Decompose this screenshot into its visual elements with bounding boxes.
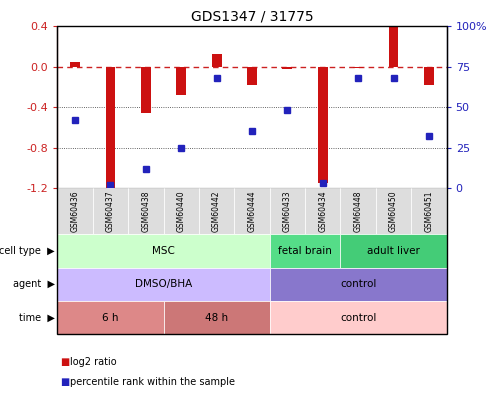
Text: GSM60438: GSM60438 <box>141 190 150 232</box>
Text: GSM60451: GSM60451 <box>425 190 434 232</box>
Text: log2 ratio: log2 ratio <box>70 358 116 367</box>
Text: GSM60450: GSM60450 <box>389 190 398 232</box>
Text: GSM60442: GSM60442 <box>212 190 221 232</box>
Bar <box>105 67 115 190</box>
Title: GDS1347 / 31775: GDS1347 / 31775 <box>191 10 313 24</box>
Text: 6 h: 6 h <box>102 313 119 322</box>
Text: GSM60444: GSM60444 <box>248 190 256 232</box>
Bar <box>212 53 222 67</box>
Text: GSM60434: GSM60434 <box>318 190 327 232</box>
Text: adult liver: adult liver <box>367 246 420 256</box>
Text: DMSO/BHA: DMSO/BHA <box>135 279 192 289</box>
Bar <box>141 67 151 113</box>
Text: GSM60448: GSM60448 <box>354 190 363 232</box>
Bar <box>424 67 434 85</box>
Text: GSM60436: GSM60436 <box>70 190 79 232</box>
Bar <box>353 67 363 68</box>
Text: GSM60433: GSM60433 <box>283 190 292 232</box>
Text: percentile rank within the sample: percentile rank within the sample <box>70 377 235 386</box>
Text: GSM60440: GSM60440 <box>177 190 186 232</box>
Text: agent  ▶: agent ▶ <box>13 279 55 289</box>
Text: control: control <box>340 313 376 322</box>
Bar <box>318 67 328 183</box>
Text: time  ▶: time ▶ <box>19 313 55 322</box>
Bar <box>70 62 80 67</box>
Text: cell type  ▶: cell type ▶ <box>0 246 55 256</box>
Text: ■: ■ <box>60 358 69 367</box>
Text: control: control <box>340 279 376 289</box>
Text: MSC: MSC <box>152 246 175 256</box>
Text: GSM60437: GSM60437 <box>106 190 115 232</box>
Bar <box>282 67 292 69</box>
Text: ■: ■ <box>60 377 69 386</box>
Bar <box>176 67 186 95</box>
Text: fetal brain: fetal brain <box>278 246 332 256</box>
Bar <box>389 26 399 67</box>
Bar <box>247 67 257 85</box>
Text: 48 h: 48 h <box>205 313 228 322</box>
